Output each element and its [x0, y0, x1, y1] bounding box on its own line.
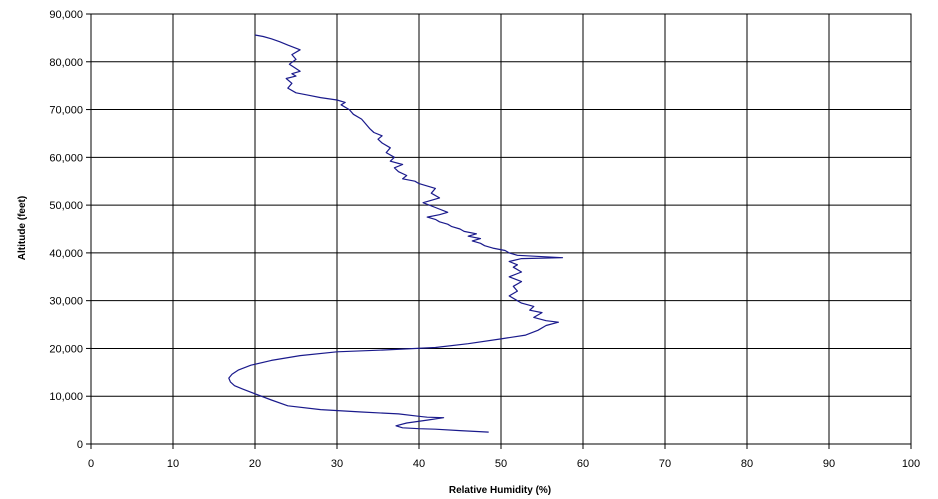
y-tick-label: 80,000: [49, 57, 83, 69]
x-axis-ticks: 0 10 20 30 40 50 60 70 80 90 100: [88, 444, 920, 470]
y-tick-label: 50,000: [49, 200, 83, 212]
y-axis-ticks: 0 10,000 20,000 30,000 40,000 50,000 60,000 70,…: [49, 9, 91, 451]
y-axis-title: Altitude (feet): [17, 196, 28, 260]
x-tick-label: 30: [331, 458, 343, 470]
x-tick-label: 90: [823, 458, 835, 470]
x-tick-label: 60: [577, 458, 589, 470]
y-tick-label: 30,000: [49, 296, 83, 308]
y-tick-label: 60,000: [49, 152, 83, 164]
y-tick-label: 70,000: [49, 105, 83, 117]
series-layer: [228, 34, 564, 433]
x-tick-label: 100: [902, 458, 920, 470]
x-tick-label: 20: [249, 458, 261, 470]
y-tick-label: 40,000: [49, 248, 83, 260]
y-tick-label: 90,000: [49, 9, 83, 21]
x-axis-title: Relative Humidity (%): [449, 485, 551, 496]
x-tick-label: 10: [167, 458, 179, 470]
y-tick-label: 20,000: [49, 343, 83, 355]
y-tick-label: 0: [77, 439, 83, 451]
x-tick-label: 70: [659, 458, 671, 470]
humidity-profile-line: [228, 34, 564, 433]
x-tick-label: 0: [88, 458, 94, 470]
x-tick-label: 40: [413, 458, 425, 470]
grid: [90, 13, 912, 445]
x-tick-label: 50: [495, 458, 507, 470]
x-tick-label: 80: [741, 458, 753, 470]
y-tick-label: 10,000: [49, 391, 83, 403]
